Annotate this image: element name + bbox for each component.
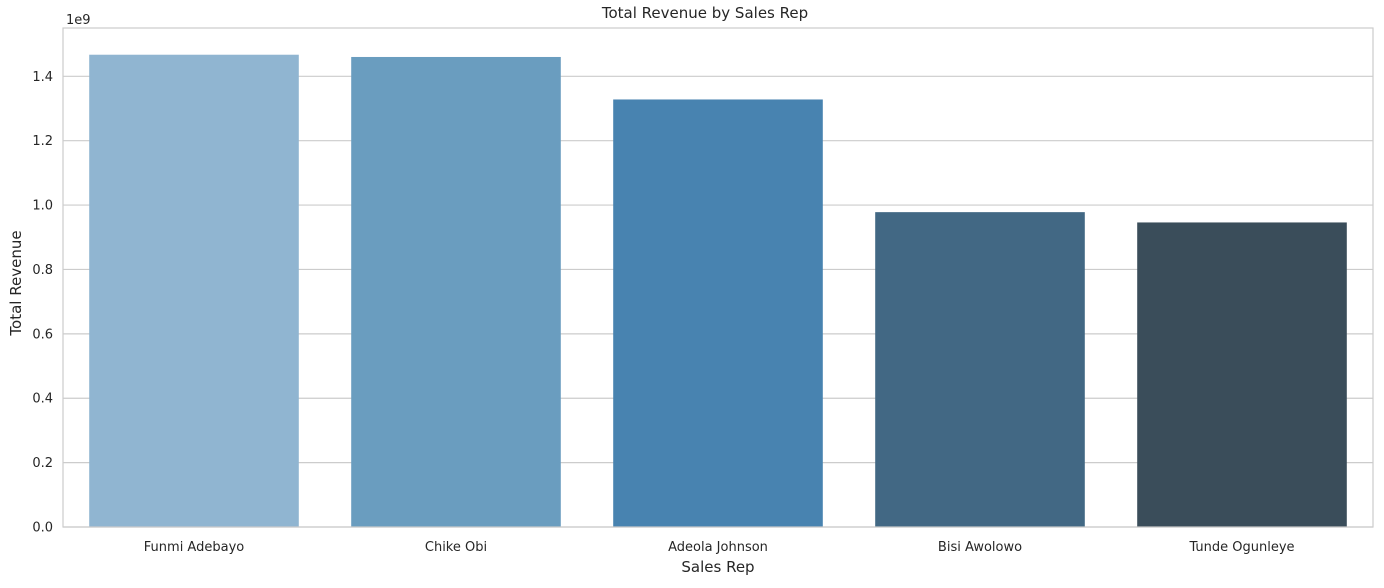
x-tick-label: Chike Obi — [425, 540, 487, 555]
y-tick-label: 0.4 — [32, 392, 53, 407]
x-axis-title: Sales Rep — [681, 558, 754, 576]
bar-bisi-awolowo — [875, 212, 1085, 527]
bar-layer — [89, 54, 1347, 528]
y-tick-label: 0.6 — [32, 327, 53, 342]
bar-funmi-adebayo — [89, 54, 299, 528]
y-tick-label: 0.8 — [32, 263, 53, 278]
bar-tunde-ogunleye — [1137, 222, 1347, 527]
bar-adeola-johnson — [613, 99, 823, 528]
x-tick-label: Adeola Johnson — [668, 540, 768, 555]
y-tick-label: 0.2 — [32, 456, 53, 471]
x-tick-label: Tunde Ogunleye — [1188, 540, 1294, 555]
y-tick-labels: 0.0 0.2 0.4 0.6 0.8 1.0 1.2 1.4 — [32, 70, 53, 536]
y-axis-title: Total Revenue — [7, 230, 25, 336]
x-tick-label: Funmi Adebayo — [144, 540, 244, 555]
plot-frame — [62, 27, 1374, 528]
x-tick-labels: Funmi Adebayo Chike Obi Adeola Johnson Bisi… — [144, 540, 1295, 555]
y-tick-label: 0.0 — [32, 521, 53, 536]
bar-chike-obi — [351, 56, 561, 528]
y-offset-label: 1e9 — [66, 13, 91, 28]
y-tick-label: 1.4 — [32, 70, 53, 85]
y-tick-label: 1.0 — [32, 199, 53, 214]
y-tick-label: 1.2 — [32, 134, 53, 149]
chart-title: Total Revenue by Sales Rep — [601, 4, 808, 22]
x-tick-label: Bisi Awolowo — [938, 540, 1022, 555]
